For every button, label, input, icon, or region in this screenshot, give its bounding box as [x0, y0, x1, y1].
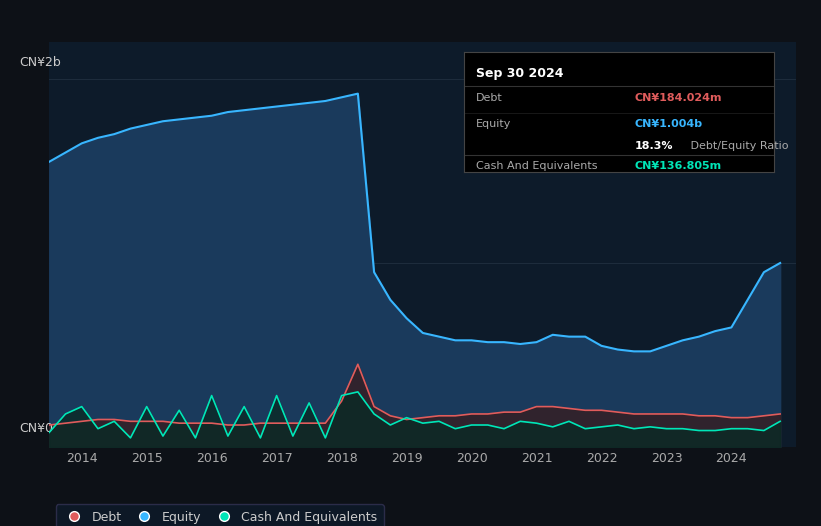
Text: CN¥184.024m: CN¥184.024m [635, 93, 722, 103]
Text: Sep 30 2024: Sep 30 2024 [476, 67, 564, 79]
Text: Debt: Debt [476, 93, 503, 103]
Text: 18.3%: 18.3% [635, 140, 673, 150]
Text: Equity: Equity [476, 119, 511, 129]
Text: CN¥0: CN¥0 [20, 422, 53, 435]
Text: CN¥136.805m: CN¥136.805m [635, 161, 722, 171]
Text: CN¥1.004b: CN¥1.004b [635, 119, 703, 129]
Legend: Debt, Equity, Cash And Equivalents: Debt, Equity, Cash And Equivalents [56, 504, 383, 526]
Text: Debt/Equity Ratio: Debt/Equity Ratio [687, 140, 789, 150]
Text: CN¥2b: CN¥2b [20, 56, 61, 69]
Text: Cash And Equivalents: Cash And Equivalents [476, 161, 598, 171]
